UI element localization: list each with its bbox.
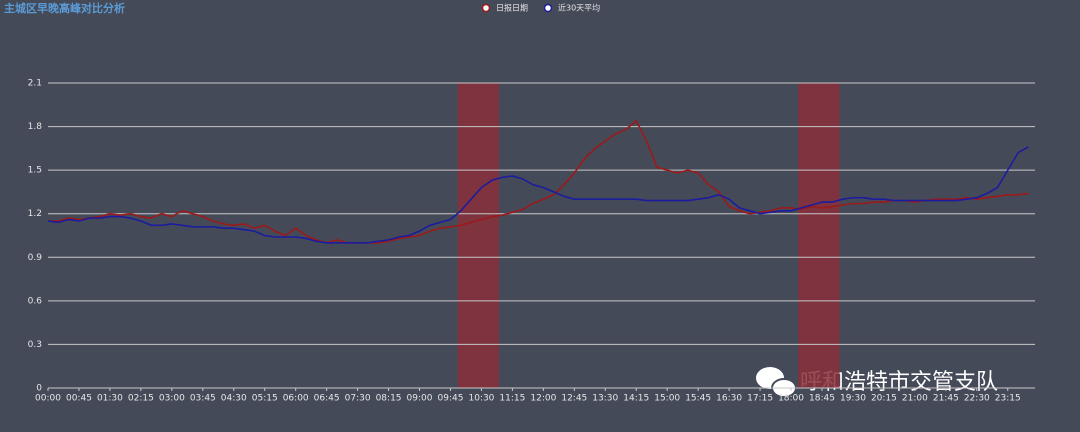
highlight-band [798, 83, 840, 388]
x-tick-label: 21:45 [933, 394, 959, 404]
x-tick-label: 12:00 [530, 394, 556, 404]
x-tick-label: 18:45 [809, 394, 835, 404]
x-tick-label: 18:00 [778, 394, 804, 404]
legend-label: 近30天平均 [558, 3, 600, 13]
x-tick-label: 06:00 [283, 394, 309, 404]
x-tick-label: 13:30 [592, 394, 618, 404]
x-tick-label: 16:30 [716, 394, 742, 404]
x-tick-label: 15:00 [654, 394, 680, 404]
y-tick-label: 1.8 [28, 122, 43, 132]
x-tick-label: 00:00 [35, 394, 61, 404]
x-tick-label: 03:45 [190, 394, 216, 404]
x-tick-label: 20:15 [871, 394, 897, 404]
x-tick-label: 09:00 [407, 394, 433, 404]
y-tick-label: 1.5 [28, 166, 42, 176]
series-line [48, 120, 1029, 244]
y-tick-label: 0.9 [28, 253, 43, 263]
y-tick-label: 0 [36, 384, 42, 394]
x-tick-label: 11:15 [499, 394, 525, 404]
x-tick-label: 01:30 [97, 394, 123, 404]
highlight-band [457, 83, 499, 388]
legend-label: 日报日期 [496, 3, 528, 13]
y-tick-label: 1.2 [28, 209, 42, 219]
chart-title: 主城区早晚高峰对比分析 [4, 1, 125, 15]
legend-marker [543, 3, 553, 13]
x-tick-label: 17:15 [747, 394, 773, 404]
x-tick-label: 05:15 [252, 394, 278, 404]
x-tick-label: 12:45 [561, 394, 587, 404]
x-tick-label: 06:45 [314, 394, 340, 404]
x-tick-label: 22:30 [964, 394, 990, 404]
x-tick-label: 14:15 [623, 394, 649, 404]
x-tick-label: 19:30 [840, 394, 866, 404]
y-tick-label: 0.3 [28, 340, 42, 350]
x-tick-label: 15:45 [685, 394, 711, 404]
x-tick-label: 03:00 [159, 394, 185, 404]
x-tick-label: 08:15 [376, 394, 402, 404]
y-tick-label: 0.6 [28, 296, 43, 306]
x-tick-label: 00:45 [66, 394, 92, 404]
legend-marker [481, 3, 491, 13]
x-tick-label: 21:00 [902, 394, 928, 404]
x-tick-label: 09:45 [438, 394, 464, 404]
x-tick-label: 10:30 [468, 394, 494, 404]
y-tick-label: 2.1 [28, 79, 42, 89]
x-tick-label: 07:30 [345, 394, 371, 404]
x-tick-label: 04:30 [221, 394, 247, 404]
x-tick-label: 02:15 [128, 394, 154, 404]
x-tick-label: 23:15 [995, 394, 1021, 404]
series-line [47, 146, 1029, 244]
